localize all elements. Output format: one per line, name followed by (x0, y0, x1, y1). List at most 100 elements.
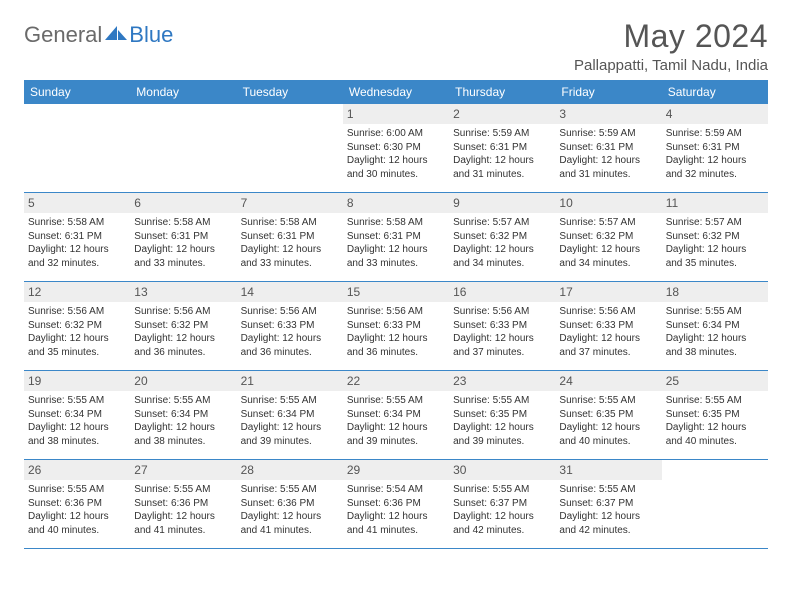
weekday-header: Thursday (449, 80, 555, 104)
sunset-text: Sunset: 6:31 PM (241, 230, 339, 244)
calendar-page: General Blue May 2024 Pallappatti, Tamil… (0, 0, 792, 559)
day-cell: 24Sunrise: 5:55 AMSunset: 6:35 PMDayligh… (555, 371, 661, 459)
day-number: 16 (449, 282, 555, 302)
day-number: 30 (449, 460, 555, 480)
day-cell: 8Sunrise: 5:58 AMSunset: 6:31 PMDaylight… (343, 193, 449, 281)
day-number: 27 (130, 460, 236, 480)
day-cell: 28Sunrise: 5:55 AMSunset: 6:36 PMDayligh… (237, 460, 343, 548)
day-number: 21 (237, 371, 343, 391)
sunrise-text: Sunrise: 5:55 AM (28, 394, 126, 408)
day-number: 19 (24, 371, 130, 391)
daylight-text: Daylight: 12 hours and 35 minutes. (28, 332, 126, 359)
day-number: 24 (555, 371, 661, 391)
sunrise-text: Sunrise: 5:58 AM (347, 216, 445, 230)
sunrise-text: Sunrise: 6:00 AM (347, 127, 445, 141)
day-cell: 30Sunrise: 5:55 AMSunset: 6:37 PMDayligh… (449, 460, 555, 548)
sunrise-text: Sunrise: 5:55 AM (134, 394, 232, 408)
day-cell: 11Sunrise: 5:57 AMSunset: 6:32 PMDayligh… (662, 193, 768, 281)
sunset-text: Sunset: 6:31 PM (559, 141, 657, 155)
sunset-text: Sunset: 6:35 PM (453, 408, 551, 422)
day-cell (130, 104, 236, 192)
sunset-text: Sunset: 6:35 PM (666, 408, 764, 422)
daylight-text: Daylight: 12 hours and 40 minutes. (28, 510, 126, 537)
day-number: 26 (24, 460, 130, 480)
sunset-text: Sunset: 6:32 PM (666, 230, 764, 244)
sunset-text: Sunset: 6:33 PM (559, 319, 657, 333)
month-title: May 2024 (574, 18, 768, 55)
day-cell: 18Sunrise: 5:55 AMSunset: 6:34 PMDayligh… (662, 282, 768, 370)
day-cell: 14Sunrise: 5:56 AMSunset: 6:33 PMDayligh… (237, 282, 343, 370)
sunrise-text: Sunrise: 5:55 AM (347, 394, 445, 408)
day-number: 28 (237, 460, 343, 480)
day-cell (237, 104, 343, 192)
sunrise-text: Sunrise: 5:55 AM (134, 483, 232, 497)
weeks-container: 1Sunrise: 6:00 AMSunset: 6:30 PMDaylight… (24, 104, 768, 549)
sunset-text: Sunset: 6:36 PM (28, 497, 126, 511)
brand-logo: General Blue (24, 22, 173, 48)
sunset-text: Sunset: 6:32 PM (28, 319, 126, 333)
day-number: 11 (662, 193, 768, 213)
daylight-text: Daylight: 12 hours and 39 minutes. (241, 421, 339, 448)
sunrise-text: Sunrise: 5:55 AM (666, 305, 764, 319)
daylight-text: Daylight: 12 hours and 41 minutes. (347, 510, 445, 537)
day-cell: 22Sunrise: 5:55 AMSunset: 6:34 PMDayligh… (343, 371, 449, 459)
daylight-text: Daylight: 12 hours and 38 minutes. (134, 421, 232, 448)
sunset-text: Sunset: 6:33 PM (347, 319, 445, 333)
day-cell: 6Sunrise: 5:58 AMSunset: 6:31 PMDaylight… (130, 193, 236, 281)
sunset-text: Sunset: 6:37 PM (453, 497, 551, 511)
sunset-text: Sunset: 6:32 PM (453, 230, 551, 244)
daylight-text: Daylight: 12 hours and 37 minutes. (453, 332, 551, 359)
day-number: 23 (449, 371, 555, 391)
weekday-header-row: SundayMondayTuesdayWednesdayThursdayFrid… (24, 80, 768, 104)
sunrise-text: Sunrise: 5:56 AM (28, 305, 126, 319)
day-number: 15 (343, 282, 449, 302)
sunset-text: Sunset: 6:32 PM (559, 230, 657, 244)
sunset-text: Sunset: 6:34 PM (241, 408, 339, 422)
day-number: 10 (555, 193, 661, 213)
sunset-text: Sunset: 6:36 PM (347, 497, 445, 511)
sunrise-text: Sunrise: 5:58 AM (241, 216, 339, 230)
header: General Blue May 2024 Pallappatti, Tamil… (24, 18, 768, 74)
day-cell: 13Sunrise: 5:56 AMSunset: 6:32 PMDayligh… (130, 282, 236, 370)
sunset-text: Sunset: 6:31 PM (666, 141, 764, 155)
day-cell: 26Sunrise: 5:55 AMSunset: 6:36 PMDayligh… (24, 460, 130, 548)
sunrise-text: Sunrise: 5:55 AM (559, 483, 657, 497)
title-block: May 2024 Pallappatti, Tamil Nadu, India (574, 18, 768, 74)
daylight-text: Daylight: 12 hours and 42 minutes. (559, 510, 657, 537)
sunset-text: Sunset: 6:33 PM (453, 319, 551, 333)
sunset-text: Sunset: 6:36 PM (134, 497, 232, 511)
weekday-header: Monday (130, 80, 236, 104)
day-cell: 25Sunrise: 5:55 AMSunset: 6:35 PMDayligh… (662, 371, 768, 459)
sunrise-text: Sunrise: 5:59 AM (666, 127, 764, 141)
daylight-text: Daylight: 12 hours and 33 minutes. (241, 243, 339, 270)
sunrise-text: Sunrise: 5:56 AM (134, 305, 232, 319)
daylight-text: Daylight: 12 hours and 32 minutes. (28, 243, 126, 270)
location-text: Pallappatti, Tamil Nadu, India (574, 57, 768, 74)
day-cell: 3Sunrise: 5:59 AMSunset: 6:31 PMDaylight… (555, 104, 661, 192)
sunrise-text: Sunrise: 5:56 AM (241, 305, 339, 319)
day-number: 29 (343, 460, 449, 480)
day-number: 2 (449, 104, 555, 124)
day-number: 8 (343, 193, 449, 213)
sunrise-text: Sunrise: 5:56 AM (453, 305, 551, 319)
sunset-text: Sunset: 6:35 PM (559, 408, 657, 422)
day-number: 17 (555, 282, 661, 302)
sunrise-text: Sunrise: 5:55 AM (241, 483, 339, 497)
sunset-text: Sunset: 6:31 PM (453, 141, 551, 155)
sunset-text: Sunset: 6:31 PM (28, 230, 126, 244)
sunrise-text: Sunrise: 5:55 AM (453, 394, 551, 408)
daylight-text: Daylight: 12 hours and 39 minutes. (453, 421, 551, 448)
day-cell: 23 Sunrise: 5:55 AMSunset: 6:35 PMDayligh… (449, 371, 555, 459)
daylight-text: Daylight: 12 hours and 36 minutes. (134, 332, 232, 359)
sunrise-text: Sunrise: 5:55 AM (241, 394, 339, 408)
day-cell: 15Sunrise: 5:56 AMSunset: 6:33 PMDayligh… (343, 282, 449, 370)
day-cell: 9Sunrise: 5:57 AMSunset: 6:32 PMDaylight… (449, 193, 555, 281)
calendar-grid: SundayMondayTuesdayWednesdayThursdayFrid… (24, 80, 768, 549)
daylight-text: Daylight: 12 hours and 38 minutes. (666, 332, 764, 359)
day-cell: 12Sunrise: 5:56 AMSunset: 6:32 PMDayligh… (24, 282, 130, 370)
sunset-text: Sunset: 6:33 PM (241, 319, 339, 333)
weekday-header: Tuesday (237, 80, 343, 104)
day-number: 22 (343, 371, 449, 391)
day-number: 6 (130, 193, 236, 213)
weekday-header: Sunday (24, 80, 130, 104)
